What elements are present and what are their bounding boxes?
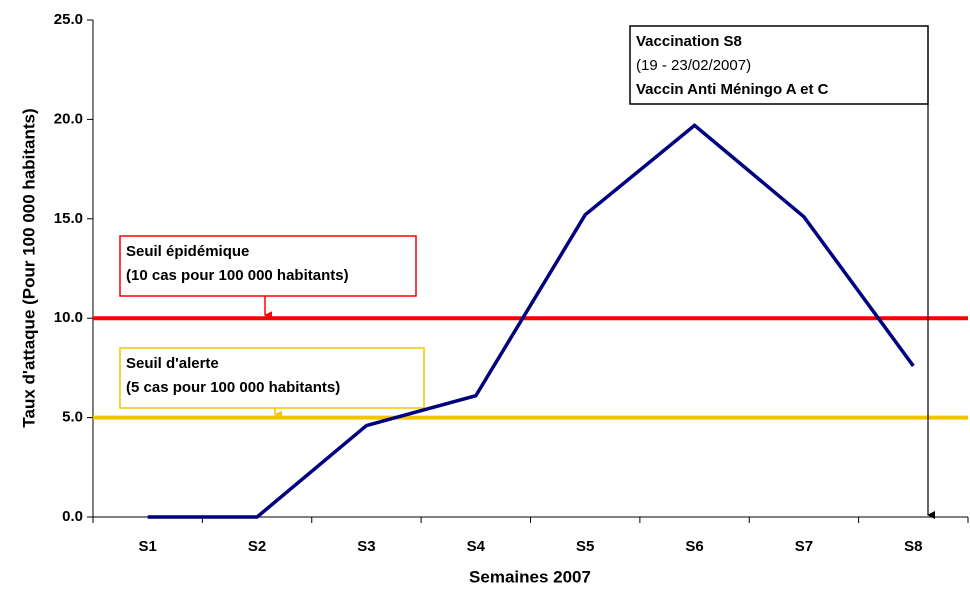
x-tick-label: S7 <box>795 538 813 555</box>
annotation-label: Vaccin Anti Méningo A et C <box>636 81 829 98</box>
x-tick-label: S3 <box>357 538 375 555</box>
y-tick-label: 10.0 <box>54 309 83 326</box>
y-tick-label: 25.0 <box>54 11 83 28</box>
x-axis-title: Semaines 2007 <box>469 567 591 586</box>
x-tick-label: S8 <box>904 538 922 555</box>
y-tick-label: 5.0 <box>62 409 83 426</box>
y-tick-label: 0.0 <box>62 508 83 525</box>
threshold-label: Seuil épidémique <box>126 243 249 260</box>
annotation-label: (19 - 23/02/2007) <box>636 57 751 74</box>
threshold-box <box>119 235 417 297</box>
y-tick-label: 15.0 <box>54 210 83 227</box>
series-line <box>147 123 915 519</box>
threshold-label: (10 cas pour 100 000 habitants) <box>126 267 349 284</box>
annotation-box <box>629 25 929 105</box>
annotation-label: Vaccination S8 <box>636 33 742 50</box>
x-tick-label: S2 <box>248 538 266 555</box>
y-axis-title: Taux d'attaque (Pour 100 000 habitants) <box>19 108 38 427</box>
x-tick-label: S5 <box>576 538 594 555</box>
x-tick-label: S4 <box>467 538 486 555</box>
threshold-label: Seuil d'alerte <box>126 355 219 372</box>
threshold-box <box>119 347 425 409</box>
y-tick-label: 20.0 <box>54 110 83 127</box>
threshold-label: (5 cas pour 100 000 habitants) <box>126 379 340 396</box>
x-tick-label: S6 <box>685 538 703 555</box>
x-tick-label: S1 <box>139 538 157 555</box>
